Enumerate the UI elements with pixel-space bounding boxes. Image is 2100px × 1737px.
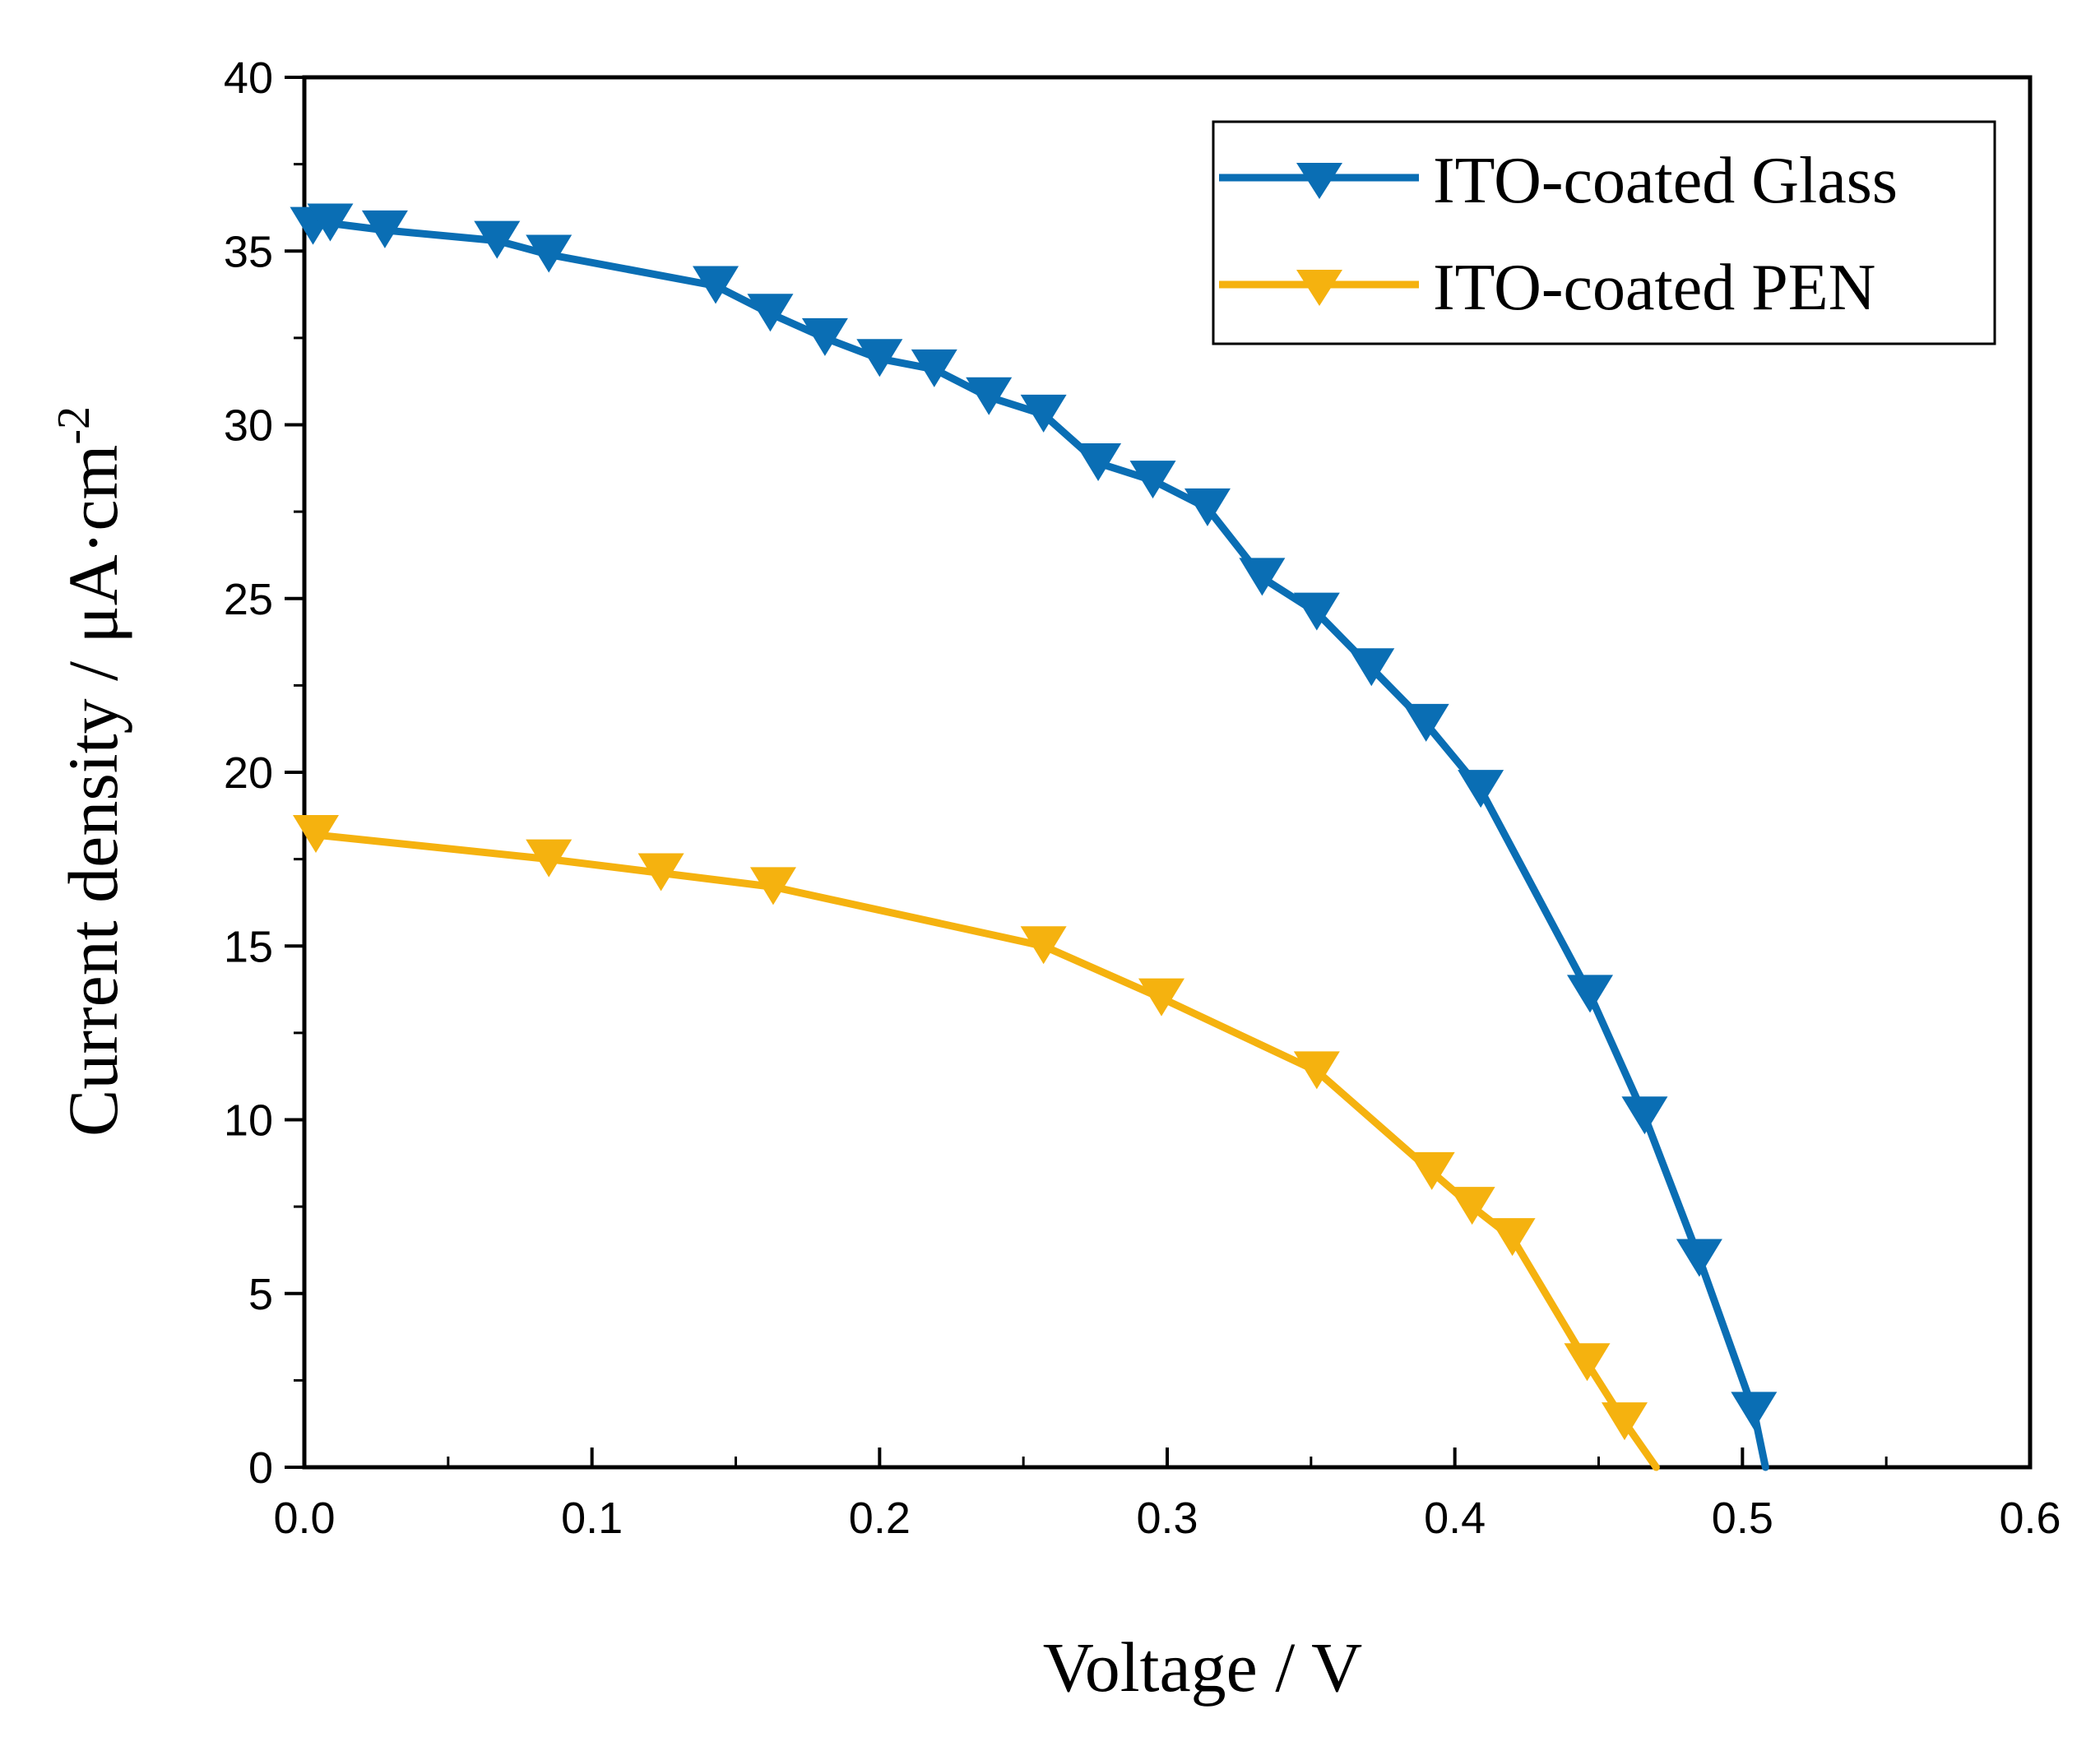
data-point-pen — [637, 853, 684, 892]
data-point-glass — [1567, 975, 1614, 1013]
series-line-pen — [312, 831, 1660, 1471]
x-tick-label: 0.5 — [1712, 1494, 1773, 1543]
data-point-glass — [1731, 1392, 1778, 1430]
x-axis-title: Voltage / V — [1043, 1628, 1363, 1707]
data-point-pen — [1408, 1151, 1455, 1190]
data-point-pen — [749, 867, 796, 906]
data-point-glass — [856, 339, 903, 378]
data-point-pen — [1138, 978, 1185, 1017]
x-tick-label: 0.6 — [1999, 1494, 2061, 1543]
y-tick-label: 35 — [224, 227, 273, 276]
legend-marker-glass — [1296, 163, 1342, 199]
y-tick-label: 15 — [224, 922, 273, 971]
data-point-pen — [1564, 1343, 1611, 1382]
y-tick-label: 10 — [224, 1096, 273, 1146]
data-point-glass — [1621, 1096, 1668, 1135]
data-point-glass — [1075, 442, 1122, 481]
x-tick-label: 0.0 — [273, 1494, 335, 1543]
data-point-glass — [1239, 558, 1286, 596]
data-point-glass — [1129, 461, 1176, 499]
data-point-pen — [1601, 1402, 1648, 1441]
y-tick-label: 40 — [224, 53, 273, 103]
legend-box — [1212, 120, 1996, 345]
series-layer — [290, 203, 1778, 1471]
legend-label-glass: ITO-coated Glass — [1433, 145, 1898, 217]
data-point-glass — [361, 210, 408, 248]
data-point-glass — [1458, 770, 1504, 808]
data-point-glass — [474, 220, 521, 259]
x-tick-label: 0.1 — [561, 1494, 623, 1543]
data-point-glass — [801, 317, 848, 356]
legend: ITO-coated Glass ITO-coated PEN — [1212, 120, 1996, 345]
data-point-glass — [1293, 592, 1340, 631]
axes: 0.0 0.1 0.2 0.3 0.4 0.5 0.6 0 5 10 15 20 25 30 35 40 — [224, 53, 2061, 1543]
data-point-pen — [1489, 1218, 1536, 1257]
data-point-glass — [693, 266, 739, 304]
data-point-glass — [1020, 394, 1067, 433]
x-tick-label: 0.4 — [1424, 1494, 1486, 1543]
y-tick-label: 20 — [224, 748, 273, 798]
x-tick-label: 0.2 — [849, 1494, 911, 1543]
data-point-glass — [526, 234, 573, 273]
y-tick-label: 0 — [248, 1443, 273, 1493]
y-axis-title-superscript: -2 — [49, 406, 100, 445]
data-point-glass — [1402, 703, 1449, 742]
data-point-glass — [307, 203, 354, 242]
data-point-pen — [526, 839, 573, 878]
data-point-pen — [1449, 1187, 1495, 1225]
data-point-glass — [1676, 1239, 1722, 1277]
y-tick-label: 5 — [248, 1270, 273, 1319]
x-tick-label: 0.3 — [1136, 1494, 1198, 1543]
legend-marker-pen — [1296, 270, 1342, 306]
data-point-pen — [292, 815, 339, 854]
data-point-glass — [747, 294, 794, 332]
y-axis-title-main: Current density / μA·cm — [53, 445, 132, 1137]
y-axis-title: Current density / μA·cm-2 — [49, 406, 132, 1137]
y-tick-label: 25 — [224, 575, 273, 624]
data-point-glass — [1348, 648, 1395, 687]
legend-label-pen: ITO-coated PEN — [1433, 252, 1875, 324]
data-point-glass — [911, 349, 957, 387]
data-point-pen — [1293, 1051, 1340, 1090]
data-point-pen — [1020, 926, 1067, 965]
y-tick-label: 30 — [224, 401, 273, 451]
data-point-glass — [966, 377, 1013, 415]
data-point-glass — [1184, 488, 1231, 526]
